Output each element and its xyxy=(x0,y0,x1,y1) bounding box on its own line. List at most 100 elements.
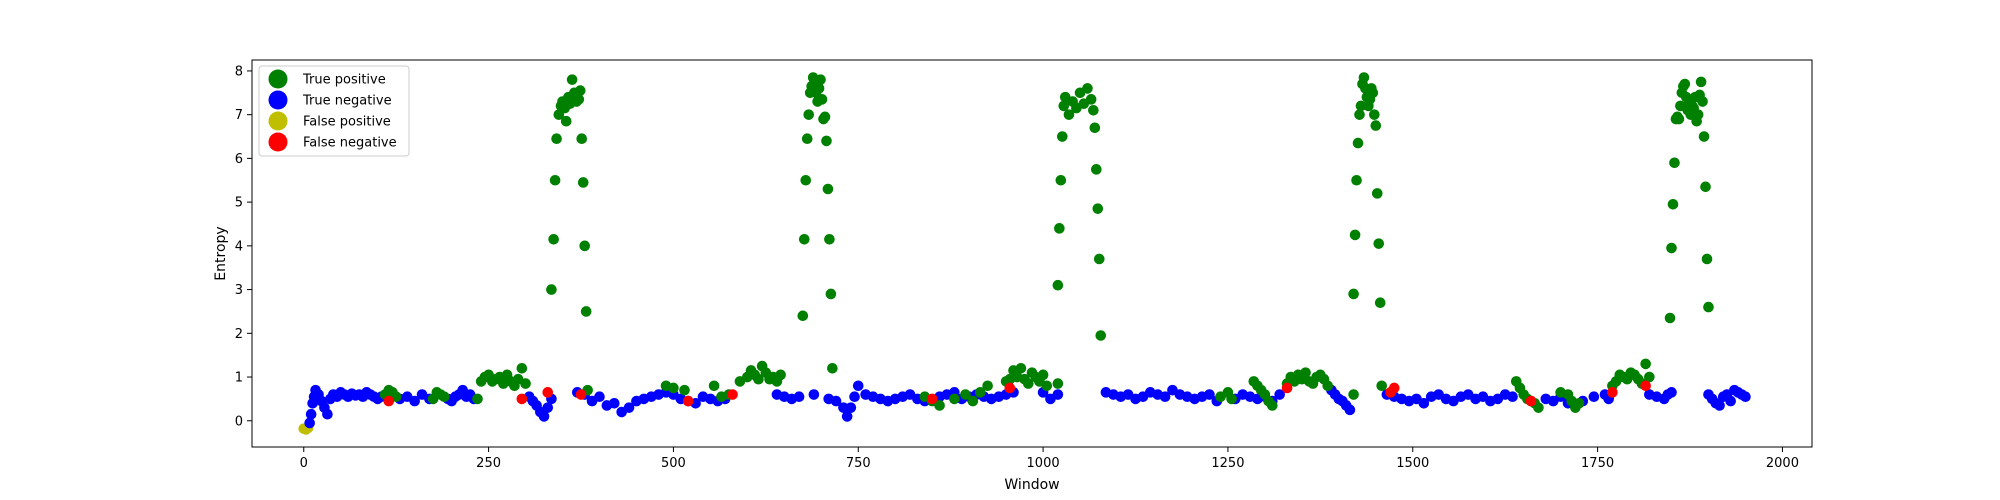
tp-point xyxy=(1091,164,1102,175)
tp-point xyxy=(819,111,831,123)
legend-marker-fp xyxy=(268,111,288,131)
tp-point xyxy=(967,395,979,407)
tp-point xyxy=(1667,199,1679,210)
tp-point xyxy=(1679,78,1691,90)
tp-point xyxy=(1692,109,1704,120)
legend-label-tn: True negative xyxy=(302,94,392,109)
tp-point xyxy=(1573,397,1585,409)
tp-point xyxy=(821,135,832,147)
plot-frame xyxy=(251,59,1813,448)
tp-point xyxy=(827,362,838,374)
tp-point xyxy=(1092,203,1104,214)
fn-point xyxy=(1640,380,1651,392)
tn-point xyxy=(841,411,853,422)
fn-point xyxy=(1607,387,1618,398)
x-tick-label: 250 xyxy=(476,456,501,471)
x-tick-label: 1750 xyxy=(1581,456,1614,471)
tp-point xyxy=(1703,301,1714,313)
x-tick-label: 1500 xyxy=(1396,456,1429,471)
tp-point xyxy=(825,288,837,300)
tp-point xyxy=(822,183,834,195)
tp-point xyxy=(573,94,585,105)
fn-point xyxy=(383,395,395,407)
y-tick-label: 7 xyxy=(235,108,243,123)
tp-point xyxy=(1300,367,1311,378)
tn-point xyxy=(322,408,333,420)
fn-point xyxy=(1004,382,1016,394)
tp-point xyxy=(775,369,786,381)
tp-point xyxy=(1370,120,1382,131)
tp-point xyxy=(1640,358,1651,370)
tp-point xyxy=(1057,131,1068,142)
tp-point xyxy=(708,380,720,392)
tn-point xyxy=(1507,391,1518,403)
tp-point xyxy=(1533,402,1544,413)
tp-point xyxy=(798,233,810,245)
tp-point xyxy=(520,378,531,389)
tp-point xyxy=(1700,181,1711,193)
fn-point xyxy=(1388,382,1400,394)
tp-point xyxy=(949,393,960,405)
tn-point xyxy=(594,391,605,403)
fn-point xyxy=(575,389,587,400)
tn-point xyxy=(793,391,805,403)
tp-point xyxy=(472,393,483,405)
y-tick-label: 6 xyxy=(235,152,243,167)
tp-point xyxy=(668,382,679,394)
x-tick-label: 500 xyxy=(661,456,686,471)
tn-point xyxy=(1714,400,1725,411)
tp-point xyxy=(577,177,589,188)
y-tick-label: 1 xyxy=(235,371,243,386)
legend-marker-fn xyxy=(268,132,288,152)
tp-point xyxy=(1697,96,1708,107)
tp-point xyxy=(824,233,835,245)
tn-point xyxy=(849,391,860,403)
tp-point xyxy=(579,240,591,252)
tn-point xyxy=(409,395,420,407)
tp-point xyxy=(803,109,815,120)
tp-point xyxy=(1089,122,1101,134)
legend-label-fp: False positive xyxy=(303,115,391,130)
tp-point xyxy=(982,380,993,392)
x-axis: 0 250 500 750 1000 1250 1500 1750 2000 xyxy=(300,447,1799,471)
tp-point xyxy=(438,391,450,403)
fn-point xyxy=(542,387,554,398)
tn-point xyxy=(608,397,620,409)
tp-point xyxy=(1052,378,1064,389)
tp-point xyxy=(1369,109,1380,120)
tp-point xyxy=(797,310,809,322)
tn-point xyxy=(1159,391,1171,403)
x-axis-label: Window xyxy=(1004,477,1059,493)
fn-point xyxy=(1525,395,1537,407)
tp-point xyxy=(1349,229,1361,241)
tn-point xyxy=(538,411,550,422)
tp-point xyxy=(1698,131,1710,142)
tp-point xyxy=(934,400,945,411)
tn-point xyxy=(808,389,820,400)
x-tick-label: 1000 xyxy=(1027,456,1060,471)
points-layer xyxy=(298,72,1751,435)
tp-point xyxy=(1085,94,1097,105)
tp-point xyxy=(546,284,557,295)
legend: True positive True negative False positive… xyxy=(258,65,410,157)
tp-point xyxy=(1054,223,1065,234)
tp-point xyxy=(1058,100,1070,112)
y-axis: 0 1 2 3 4 5 6 7 8 xyxy=(235,64,252,429)
y-tick-label: 8 xyxy=(235,64,243,79)
tp-point xyxy=(1644,371,1655,383)
tp-point xyxy=(1348,389,1359,400)
tp-point xyxy=(1352,137,1364,149)
tp-point xyxy=(1373,238,1385,249)
tn-point xyxy=(304,417,315,429)
legend-box xyxy=(258,65,410,157)
y-axis-label: Entropy xyxy=(213,226,229,280)
y-tick-label: 0 xyxy=(235,414,243,429)
tn-point xyxy=(838,402,849,413)
tp-point xyxy=(1376,380,1388,392)
tp-point xyxy=(560,115,572,127)
tp-point xyxy=(813,83,825,94)
tp-point xyxy=(1666,242,1677,254)
tp-point xyxy=(1322,380,1334,392)
tp-point xyxy=(1037,369,1049,381)
tp-point xyxy=(1348,288,1359,300)
